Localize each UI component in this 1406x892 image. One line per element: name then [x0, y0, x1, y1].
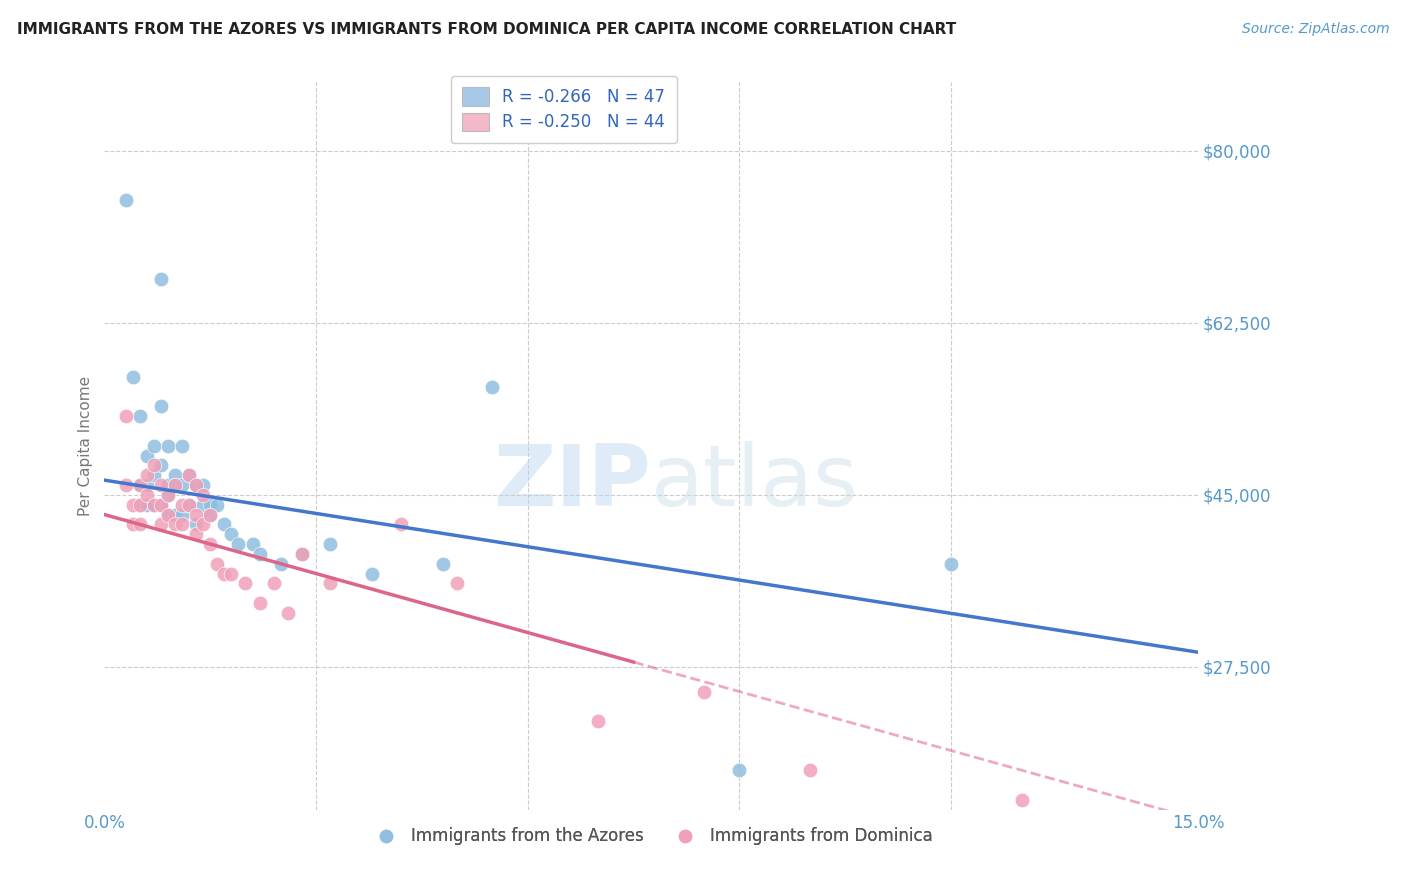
Point	[200, 498, 222, 512]
Point	[128, 478, 150, 492]
Point	[142, 498, 165, 512]
Point	[135, 449, 157, 463]
Point	[114, 478, 136, 492]
Point	[163, 478, 186, 492]
Point	[177, 468, 200, 483]
Point	[389, 517, 412, 532]
Point	[361, 566, 384, 581]
Point	[170, 498, 193, 512]
Point	[156, 508, 179, 522]
Point	[1011, 793, 1033, 807]
Point	[163, 508, 186, 522]
Point	[149, 498, 172, 512]
Point	[277, 606, 299, 620]
Point	[291, 547, 314, 561]
Point	[184, 478, 207, 492]
Point	[149, 478, 172, 492]
Text: atlas: atlas	[651, 441, 859, 524]
Point	[249, 596, 271, 610]
Point	[191, 517, 214, 532]
Point	[177, 498, 200, 512]
Y-axis label: Per Capita Income: Per Capita Income	[79, 376, 93, 516]
Point	[128, 498, 150, 512]
Point	[149, 517, 172, 532]
Point	[799, 763, 821, 777]
Point	[221, 527, 243, 541]
Point	[177, 468, 200, 483]
Point	[114, 193, 136, 207]
Point	[249, 547, 271, 561]
Point	[177, 498, 200, 512]
Point	[163, 517, 186, 532]
Point	[200, 508, 222, 522]
Point	[207, 557, 229, 571]
Point	[114, 409, 136, 424]
Point	[135, 498, 157, 512]
Point	[939, 557, 962, 571]
Point	[156, 508, 179, 522]
Point	[200, 508, 222, 522]
Point	[149, 458, 172, 473]
Point	[149, 498, 172, 512]
Point	[142, 439, 165, 453]
Point	[163, 478, 186, 492]
Point	[446, 576, 468, 591]
Legend: Immigrants from the Azores, Immigrants from Dominica: Immigrants from the Azores, Immigrants f…	[363, 821, 939, 852]
Point	[728, 763, 751, 777]
Text: ZIP: ZIP	[494, 441, 651, 524]
Point	[128, 517, 150, 532]
Point	[191, 498, 214, 512]
Point	[228, 537, 250, 551]
Point	[207, 498, 229, 512]
Point	[235, 576, 257, 591]
Point	[156, 478, 179, 492]
Point	[191, 488, 214, 502]
Point	[319, 537, 342, 551]
Point	[128, 498, 150, 512]
Point	[242, 537, 264, 551]
Point	[214, 517, 236, 532]
Point	[128, 409, 150, 424]
Point	[184, 478, 207, 492]
Point	[184, 508, 207, 522]
Point	[432, 557, 454, 571]
Point	[214, 566, 236, 581]
Point	[170, 478, 193, 492]
Point	[156, 488, 179, 502]
Point	[481, 380, 503, 394]
Point	[588, 714, 610, 728]
Point	[170, 508, 193, 522]
Point	[135, 468, 157, 483]
Point	[263, 576, 285, 591]
Point	[156, 439, 179, 453]
Point	[128, 478, 150, 492]
Point	[142, 498, 165, 512]
Point	[184, 517, 207, 532]
Point	[163, 468, 186, 483]
Point	[121, 517, 143, 532]
Text: Source: ZipAtlas.com: Source: ZipAtlas.com	[1241, 22, 1389, 37]
Point	[270, 557, 292, 571]
Point	[191, 478, 214, 492]
Point	[170, 439, 193, 453]
Point	[121, 370, 143, 384]
Point	[135, 478, 157, 492]
Point	[142, 458, 165, 473]
Point	[121, 498, 143, 512]
Point	[291, 547, 314, 561]
Point	[142, 468, 165, 483]
Point	[200, 537, 222, 551]
Text: IMMIGRANTS FROM THE AZORES VS IMMIGRANTS FROM DOMINICA PER CAPITA INCOME CORRELA: IMMIGRANTS FROM THE AZORES VS IMMIGRANTS…	[17, 22, 956, 37]
Point	[156, 488, 179, 502]
Point	[135, 488, 157, 502]
Point	[184, 527, 207, 541]
Point	[693, 684, 716, 698]
Point	[149, 271, 172, 285]
Point	[170, 517, 193, 532]
Point	[221, 566, 243, 581]
Point	[319, 576, 342, 591]
Point	[149, 400, 172, 414]
